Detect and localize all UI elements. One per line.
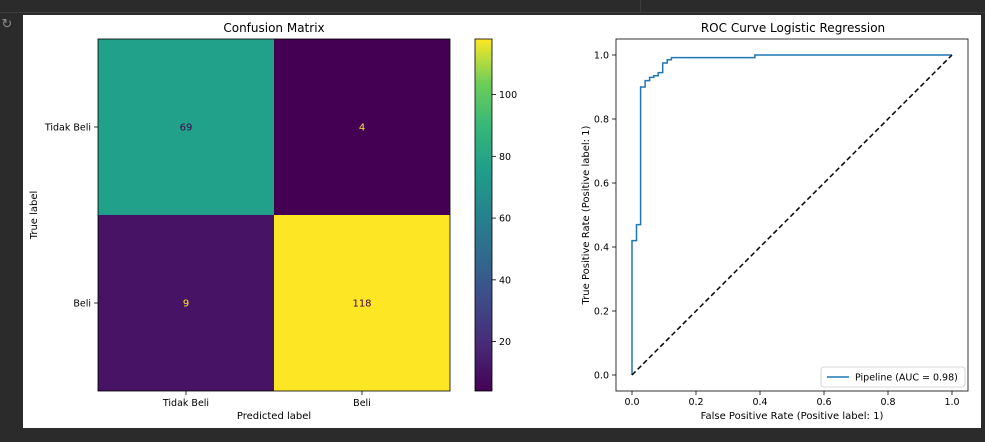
cm-value-label: 4 <box>359 123 365 134</box>
colorbar-gradient <box>474 38 493 392</box>
legend-label: Pipeline (AUC = 0.98) <box>855 373 958 384</box>
cm-value-label: 9 <box>183 299 189 310</box>
cm-cell <box>98 215 274 391</box>
cm-cell <box>98 39 274 215</box>
confusion-matrix-cells: 69 4 9 118 <box>98 39 450 391</box>
cm-x-tick-label: Tidak Beli <box>162 398 209 409</box>
chance-diagonal-line <box>631 54 953 376</box>
colorbar: 20 40 60 80 100 <box>474 38 517 392</box>
roc-x-tick-label: 0.0 <box>624 397 639 408</box>
confusion-matrix-panel: Confusion Matrix 69 49 118 Tidak Beli Beli … <box>29 21 451 422</box>
cm-x-ticks: Tidak Beli Beli <box>162 391 371 409</box>
cm-cell <box>274 39 450 215</box>
colorbar-tick-label: 100 <box>499 90 517 101</box>
cm-x-tick-label: Beli <box>353 398 371 409</box>
cm-value-label: 69 <box>180 123 193 134</box>
roc-curve-line <box>631 54 952 375</box>
cm-value-label: 118 <box>352 299 371 310</box>
confusion-matrix-title: Confusion Matrix <box>223 21 324 35</box>
roc-x-tick-label: 0.2 <box>688 397 703 408</box>
roc-x-tick-label: 1.0 <box>944 397 959 408</box>
cm-y-tick-label: Beli <box>73 299 91 310</box>
roc-x-tick-label: 0.6 <box>816 397 831 408</box>
colorbar-tick-label: 60 <box>499 214 511 225</box>
colorbar-tick-label: 20 <box>499 337 511 348</box>
colorbar-tick-label: 80 <box>499 152 511 163</box>
roc-axes-frame <box>615 38 969 392</box>
cell-divider <box>640 0 641 12</box>
roc-title: ROC Curve Logistic Regression <box>701 21 885 35</box>
roc-y-tick-label: 1.0 <box>594 51 609 62</box>
roc-lines <box>631 54 953 376</box>
roc-panel: ROC Curve Logistic Regression 0.0 0.2 0.4 0… <box>581 21 969 422</box>
figure-canvas: Confusion Matrix 69 49 118 Tidak Beli Beli … <box>29 21 969 422</box>
roc-y-tick-label: 0.2 <box>594 307 609 318</box>
cm-x-axis-label: Predicted label <box>237 411 311 422</box>
roc-y-tick-label: 0.8 <box>594 115 609 126</box>
cm-y-tick-label: Tidak Beli <box>44 123 91 134</box>
roc-y-tick-label: 0.0 <box>594 371 609 382</box>
cm-cell <box>274 215 450 391</box>
roc-x-axis-label: False Positive Rate (Positive label: 1) <box>701 411 884 422</box>
roc-x-tick-label: 0.4 <box>752 397 767 408</box>
roc-y-axis-label: True Positive Rate (Positive label: 1) <box>581 125 592 305</box>
roc-y-tick-label: 0.6 <box>594 179 609 190</box>
colorbar-tick-label: 40 <box>499 275 511 286</box>
roc-legend: Pipeline (AUC = 0.98) <box>820 366 966 388</box>
colorbar-ticks: 20 40 60 80 100 <box>492 90 517 348</box>
cm-y-axis-label: True label <box>29 191 40 241</box>
legend-box <box>820 366 966 388</box>
cell-output: Confusion Matrix 69 4 9 118 Tidak Beli Beli … <box>23 15 981 428</box>
confusion-matrix-frame <box>97 38 451 392</box>
cell-border <box>0 12 985 13</box>
roc-y-tick-label: 0.4 <box>594 243 609 254</box>
cm-y-ticks: Tidak Beli Beli <box>44 123 98 310</box>
roc-x-tick-label: 0.8 <box>880 397 895 408</box>
roc-ticks: 0.0 0.2 0.4 0.6 0.8 1.0 0.0 0.2 0.4 0.6 0.8 1.0 <box>594 51 960 409</box>
refresh-icon[interactable]: ↻ <box>1 17 13 32</box>
